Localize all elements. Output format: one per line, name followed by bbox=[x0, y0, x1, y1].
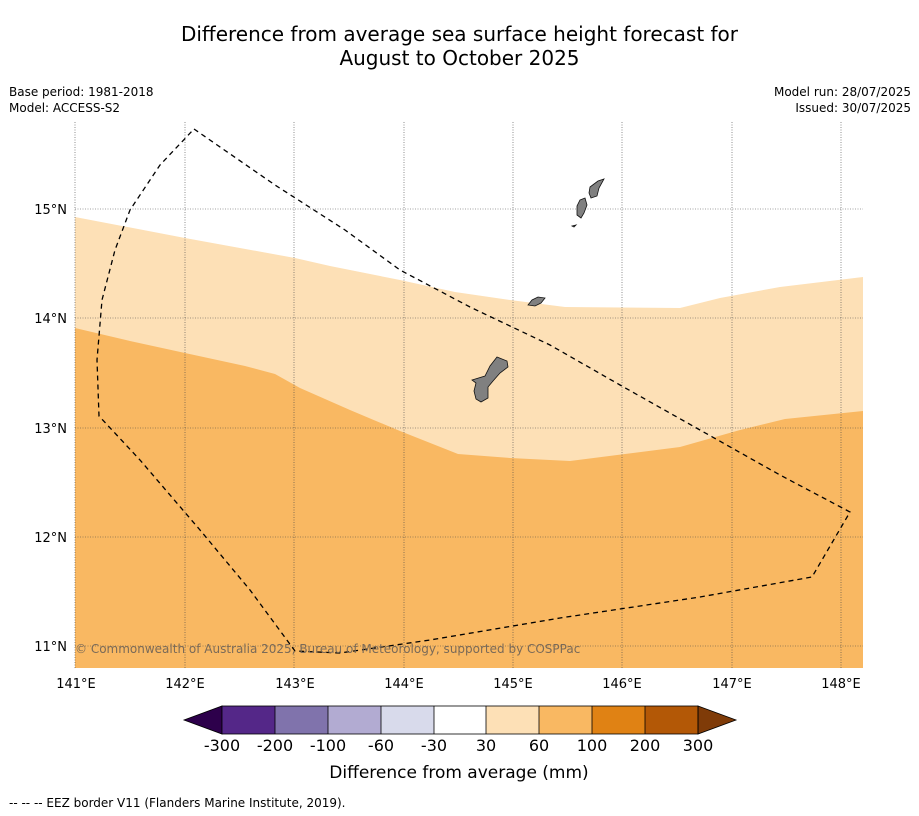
lon-label: 144°E bbox=[384, 677, 424, 692]
island-saipan bbox=[588, 178, 605, 199]
colorbar-label: -200 bbox=[257, 736, 293, 755]
colorbar-label: 300 bbox=[683, 736, 714, 755]
lon-tick-labels: 141°E 142°E 143°E 144°E 145°E 146°E 147°… bbox=[56, 677, 861, 692]
colorbar-label: 60 bbox=[529, 736, 549, 755]
meta-right: Model run: 28/07/2025 Issued: 30/07/2025 bbox=[774, 84, 911, 116]
lon-label: 143°E bbox=[275, 677, 315, 692]
eez-legend-note: -- -- -- EEZ border V11 (Flanders Marine… bbox=[9, 796, 346, 810]
colorbar-title: Difference from average (mm) bbox=[329, 763, 588, 783]
lat-label: 12°N bbox=[34, 531, 67, 546]
colorbar-label: -300 bbox=[204, 736, 240, 755]
colorbar-cell bbox=[381, 706, 434, 734]
colorbar-label: -60 bbox=[368, 736, 394, 755]
map-title: Difference from average sea surface heig… bbox=[0, 22, 919, 70]
colorbar-label: -30 bbox=[421, 736, 447, 755]
colorbar-cell bbox=[275, 706, 328, 734]
island-aguijan bbox=[570, 224, 578, 228]
colorbar: -300 -200 -100 -60 -30 30 60 100 200 300… bbox=[182, 705, 738, 783]
model-name: Model: ACCESS-S2 bbox=[9, 101, 121, 115]
meta-left: Base period: 1981-2018 Model: ACCESS-S2 bbox=[9, 84, 154, 116]
colorbar-cell bbox=[328, 706, 381, 734]
base-period: Base period: 1981-2018 bbox=[9, 85, 154, 99]
lon-label: 147°E bbox=[712, 677, 752, 692]
model-run: Model run: 28/07/2025 bbox=[773, 85, 911, 99]
region-60-100 bbox=[75, 328, 863, 668]
island-guam bbox=[471, 356, 509, 403]
colorbar-label: -100 bbox=[310, 736, 346, 755]
lon-label: 142°E bbox=[165, 677, 205, 692]
colorbar-label: 100 bbox=[577, 736, 608, 755]
eez-border bbox=[96, 128, 851, 654]
colorbar-cell bbox=[434, 706, 486, 734]
lat-tick-labels: 15°N 14°N 13°N 12°N 11°N bbox=[34, 203, 67, 655]
copyright-text: © Commonwealth of Australia 2025, Bureau… bbox=[75, 642, 580, 656]
map-panel: © Commonwealth of Australia 2025, Bureau… bbox=[74, 122, 863, 668]
colorbar-label: 30 bbox=[476, 736, 496, 755]
colorbar-cell bbox=[486, 706, 539, 734]
colorbar-extend-low bbox=[182, 705, 223, 735]
lat-label: 15°N bbox=[34, 203, 67, 218]
lat-label: 13°N bbox=[34, 422, 67, 437]
islands bbox=[471, 178, 605, 403]
colorbar-label: 200 bbox=[630, 736, 661, 755]
lat-label: 11°N bbox=[34, 640, 67, 655]
issued-date: Issued: 30/07/2025 bbox=[795, 101, 911, 115]
lat-label: 14°N bbox=[34, 312, 67, 327]
lon-label: 148°E bbox=[821, 677, 861, 692]
colorbar-cell bbox=[592, 706, 645, 734]
gridlines bbox=[74, 122, 863, 668]
title-line-1: Difference from average sea surface heig… bbox=[180, 22, 739, 46]
island-tinian bbox=[576, 197, 588, 219]
island-rota bbox=[527, 296, 546, 307]
lon-label: 145°E bbox=[493, 677, 533, 692]
title-line-2: August to October 2025 bbox=[339, 46, 580, 70]
lon-label: 146°E bbox=[602, 677, 642, 692]
colorbar-extend-high bbox=[697, 705, 738, 735]
colorbar-cell bbox=[222, 706, 275, 734]
colorbar-cell bbox=[539, 706, 592, 734]
colorbar-cell bbox=[645, 706, 698, 734]
lon-label: 141°E bbox=[56, 677, 96, 692]
